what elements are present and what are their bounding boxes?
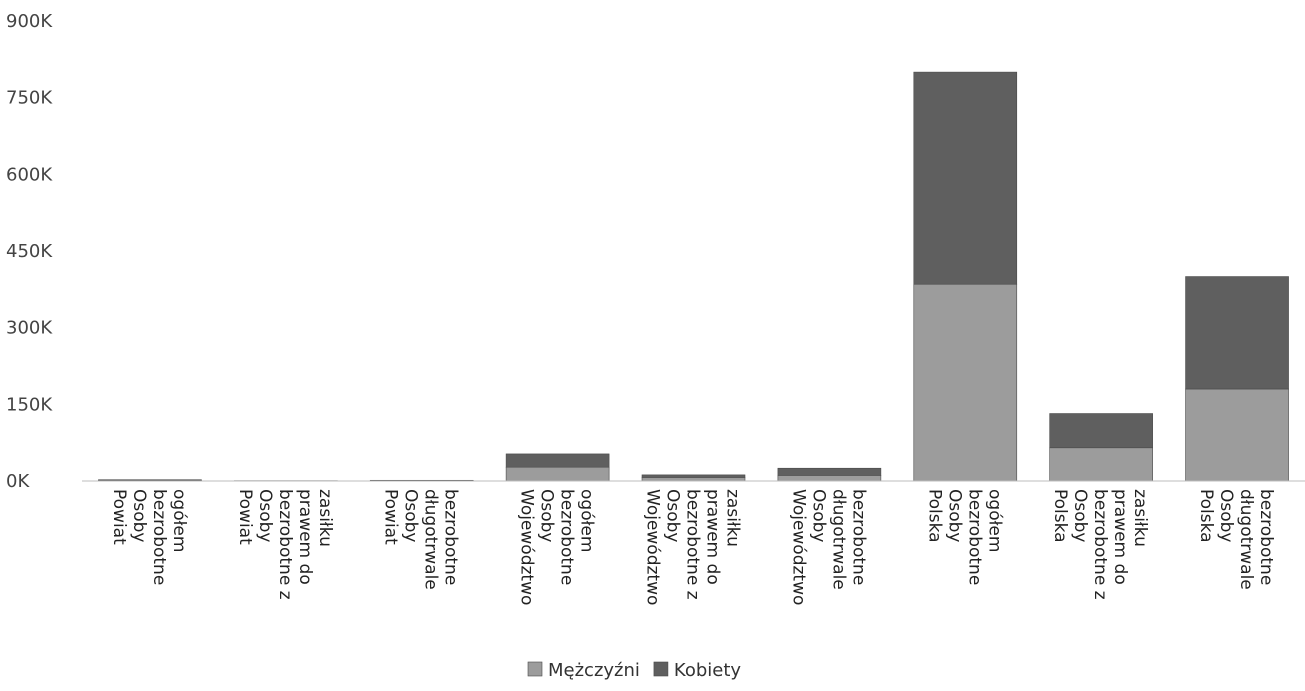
bar-segment-women: [777, 467, 882, 476]
x-tick-label: Osoby: [1070, 489, 1090, 543]
x-tick-label: Powiat: [109, 489, 129, 545]
x-tick-label: Polska: [1050, 489, 1070, 543]
bar-segment-women: [1185, 276, 1289, 390]
x-tick-label: ogółem: [577, 489, 597, 552]
x-tick-label: Osoby: [1216, 489, 1236, 543]
x-tick-label: bezrobotne: [149, 489, 169, 585]
x-tick-label: długotrwale: [1236, 489, 1256, 590]
x-category-label: Polska Osoby bezrobotne ogółem: [924, 489, 1004, 585]
y-tick-label: 450K: [6, 241, 53, 262]
x-tick-label: Osoby: [129, 489, 149, 543]
x-tick-label: bezrobotne: [441, 489, 461, 585]
x-category-label: Województwo Osoby długotrwale bezrobotne: [788, 489, 868, 605]
x-tick-label: Powiat: [235, 489, 255, 545]
legend: Mężczyźni Kobiety: [527, 660, 741, 681]
x-tick-label: Osoby: [808, 489, 828, 543]
y-tick-label: 300K: [6, 318, 53, 339]
x-tick-label: długotrwale: [828, 489, 848, 590]
x-tick-label: Polska: [924, 489, 944, 543]
x-tick-label: zasiłku: [723, 489, 743, 547]
x-tick-label: Osoby: [944, 489, 964, 543]
x-tick-label: bezrobotne z: [1090, 489, 1110, 600]
bar-segment-men: [1049, 447, 1153, 482]
x-tick-label: Powiat: [381, 489, 401, 545]
x-category-label: Polska Osoby bezrobotne z prawem do zasiłku: [1050, 489, 1150, 600]
x-tick-label: Województwo: [517, 489, 537, 605]
x-tick-label: Osoby: [255, 489, 275, 543]
x-category-label: Województwo Osoby bezrobotne ogółem: [517, 489, 597, 605]
x-axis-labels: Powiat Osoby bezrobotne ogółem Powiat Osoby be…: [109, 489, 1276, 605]
x-category-label: Polska Osoby długotrwale bezrobotne: [1196, 489, 1276, 590]
bar-segment-women: [1049, 413, 1153, 449]
bars: [98, 71, 1289, 482]
bar-segment-men: [1185, 388, 1289, 482]
x-tick-label: długotrwale: [421, 489, 441, 590]
x-tick-label: bezrobotne: [848, 489, 868, 585]
bar-segment-women: [98, 479, 202, 481]
x-tick-label: bezrobotne z: [683, 489, 703, 600]
bar-segment-women: [913, 71, 1018, 285]
x-tick-label: zasiłku: [1130, 489, 1150, 547]
x-category-label: Województwo Osoby bezrobotne z prawem do zas…: [643, 489, 743, 605]
y-tick-label: 150K: [6, 394, 53, 415]
bar-segment-men: [777, 475, 882, 482]
x-tick-label: bezrobotne z: [275, 489, 295, 600]
x-tick-label: bezrobotne: [1256, 489, 1276, 585]
bar-segment-men: [913, 283, 1018, 482]
x-tick-label: bezrobotne: [964, 489, 984, 585]
x-tick-label: ogółem: [984, 489, 1004, 552]
bar-segment-women: [505, 453, 610, 468]
bar-segment-men: [641, 477, 746, 482]
x-category-label: Powiat Osoby bezrobotne ogółem: [109, 489, 189, 585]
bar-segment-men: [505, 466, 610, 482]
x-tick-label: Osoby: [401, 489, 421, 543]
x-tick-label: Województwo: [788, 489, 808, 605]
x-tick-label: Polska: [1196, 489, 1216, 543]
x-tick-label: Osoby: [663, 489, 683, 543]
y-tick-label: 750K: [6, 88, 53, 109]
x-tick-label: Osoby: [537, 489, 557, 543]
x-tick-label: prawem do: [295, 489, 315, 585]
y-axis: 0K 150K 300K 450K 600K 750K 900K: [6, 11, 53, 492]
y-tick-label: 900K: [6, 11, 53, 32]
y-tick-label: 0K: [6, 471, 30, 492]
x-tick-label: Województwo: [643, 489, 663, 605]
legend-swatch: [527, 661, 543, 677]
x-tick-label: bezrobotne: [557, 489, 577, 585]
y-tick-label: 600K: [6, 164, 53, 185]
x-category-label: Powiat Osoby długotrwale bezrobotne: [381, 489, 461, 590]
x-tick-label: ogółem: [169, 489, 189, 552]
bar-segment-women: [641, 474, 746, 478]
x-tick-label: prawem do: [703, 489, 723, 585]
legend-label: Mężczyźni: [548, 660, 640, 681]
x-category-label: Powiat Osoby bezrobotne z prawem do zasiłku: [235, 489, 335, 600]
x-tick-label: zasiłku: [315, 489, 335, 547]
x-tick-label: prawem do: [1110, 489, 1130, 585]
legend-label: Kobiety: [674, 660, 741, 681]
legend-swatch: [653, 661, 669, 677]
